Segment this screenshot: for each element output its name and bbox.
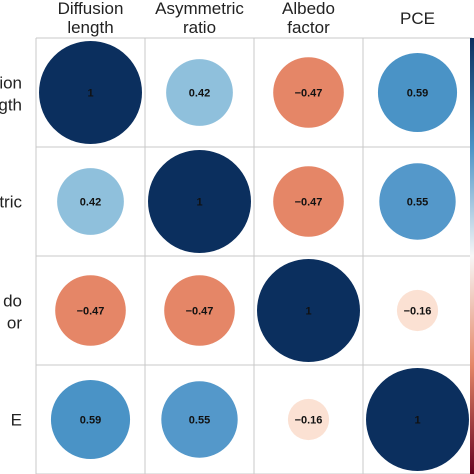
row-label-layer: sion gth etric do or E	[0, 74, 22, 430]
row-label: do or	[3, 292, 22, 333]
correlation-value-label: 0.55	[189, 415, 210, 427]
correlation-value-label: −0.47	[77, 306, 105, 318]
correlation-circle	[366, 368, 469, 471]
column-label-line: factor	[287, 18, 330, 37]
correlation-circle	[50, 379, 131, 460]
correlation-value-label: 0.55	[407, 197, 428, 209]
correlation-circle	[164, 275, 235, 346]
column-label: PCE	[400, 9, 435, 28]
correlation-value-label: 1	[305, 306, 311, 318]
correlation-circle	[379, 163, 456, 240]
correlation-value-label: 0.42	[80, 197, 101, 209]
column-label-line: length	[67, 18, 113, 37]
color-legend	[470, 38, 474, 474]
circle-layer	[39, 41, 469, 471]
row-label-line: gth	[0, 96, 22, 115]
correlation-circle	[161, 381, 238, 458]
row-label-line: do	[3, 292, 22, 311]
column-label: Albedo factor	[282, 0, 335, 37]
correlation-circle	[273, 166, 344, 237]
correlation-circle	[148, 150, 251, 253]
correlation-value-label: −0.47	[186, 306, 214, 318]
row-label: E	[11, 411, 22, 430]
correlation-value-label: −0.47	[295, 197, 323, 209]
row-label-line: E	[11, 411, 22, 430]
column-label-line: Albedo	[282, 0, 335, 18]
column-label: Asymmetric ratio	[155, 0, 244, 37]
correlation-circle	[273, 57, 344, 128]
column-label-line: ratio	[183, 18, 216, 37]
correlation-circle	[257, 259, 360, 362]
correlation-circle	[39, 41, 142, 144]
correlation-circle	[166, 59, 233, 126]
row-label-line: or	[7, 314, 22, 333]
column-label-line: Diffusion	[58, 0, 124, 18]
correlation-value-label: 1	[87, 88, 93, 100]
value-label-layer: 1 0.42 −0.47 0.59 0.42 1 −0.47 0.55 −0.47 −0.47 1 −…	[77, 88, 432, 427]
column-label: Diffusion length	[58, 0, 124, 37]
correlation-circle	[377, 52, 458, 133]
correlation-value-label: 0.42	[189, 88, 210, 100]
column-label-line: Asymmetric	[155, 0, 244, 18]
correlation-value-label: 1	[196, 197, 202, 209]
correlation-value-label: 0.59	[80, 415, 101, 427]
correlation-circle	[57, 168, 124, 235]
row-label-line: sion	[0, 74, 22, 93]
column-label-line: PCE	[400, 9, 435, 28]
correlation-value-label: −0.16	[295, 415, 323, 427]
correlation-value-label: 0.59	[407, 88, 428, 100]
row-label-line: etric	[0, 193, 22, 212]
legend-color-bar	[470, 38, 474, 474]
correlation-circle	[396, 289, 439, 332]
row-label: sion gth	[0, 74, 22, 115]
correlation-circle	[55, 275, 126, 346]
column-label-layer: Diffusion length Asymmetric ratio Albedo fact…	[58, 0, 435, 37]
row-label: etric	[0, 193, 22, 212]
correlation-value-label: −0.47	[295, 88, 323, 100]
correlation-value-label: 1	[414, 415, 420, 427]
correlation-value-label: −0.16	[404, 306, 432, 318]
correlation-circle	[287, 398, 330, 441]
